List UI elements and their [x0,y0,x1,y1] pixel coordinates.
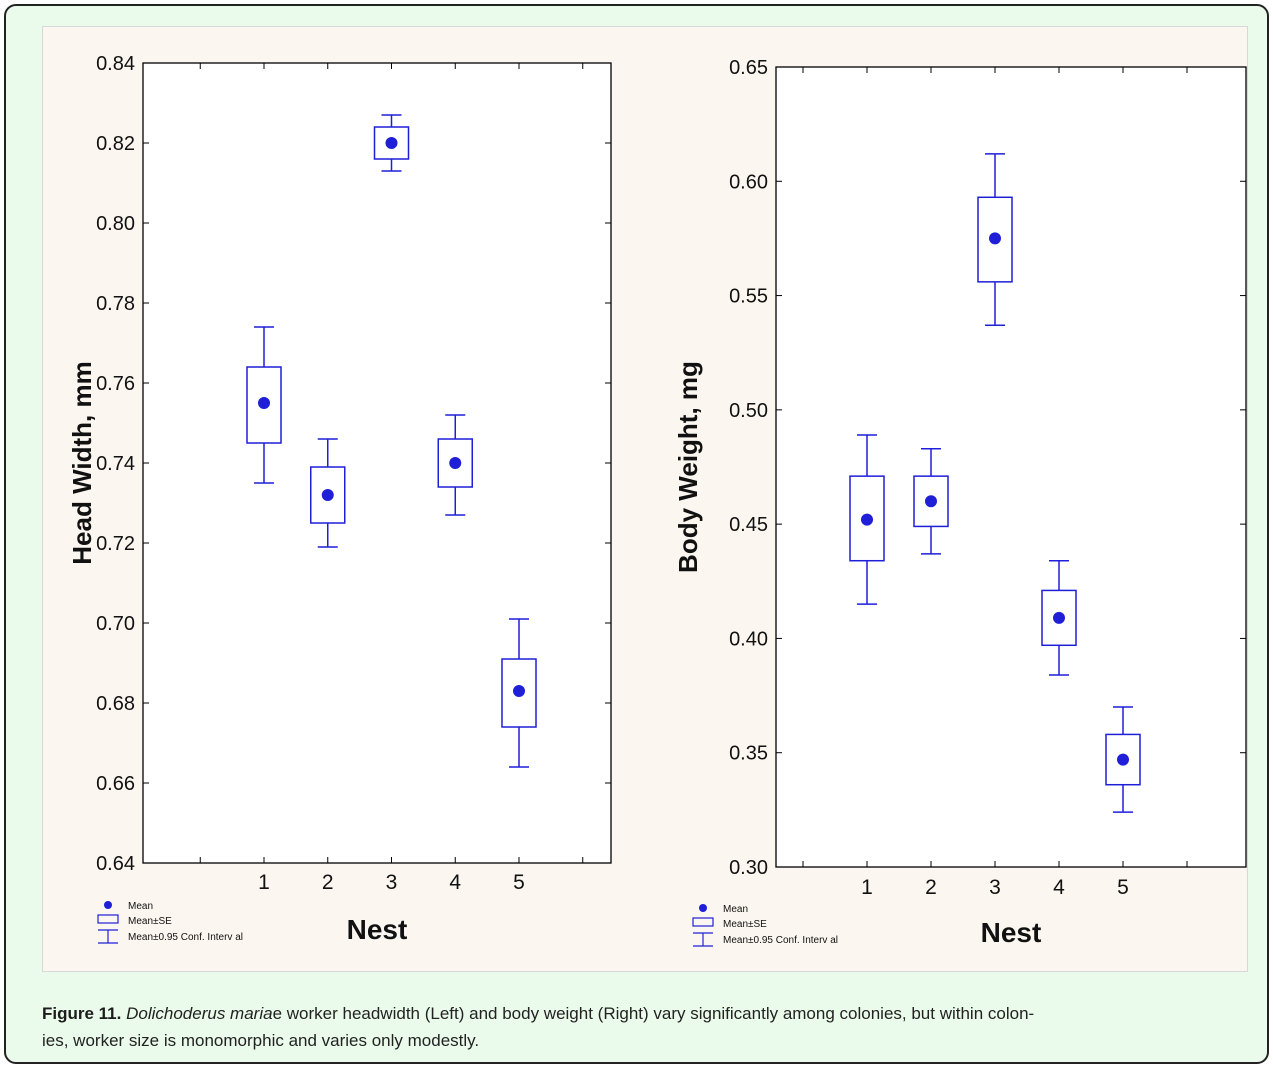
y-tick-label: 0.74 [96,453,135,475]
legend-se-symbol [692,917,714,927]
se-box [913,475,949,528]
y-tick-label: 0.45 [729,514,768,536]
x-tick-label: 1 [258,871,270,894]
se-box [246,366,282,444]
species-name: Dolichoderus mariae [126,1004,282,1023]
se-box [1105,733,1141,786]
mean-point [321,489,334,501]
y-tick-label: 0.35 [729,743,768,765]
figure-caption: Figure 11. Dolichoderus mariae worker he… [42,1000,1242,1054]
mean-point [1053,611,1065,624]
legend-se-symbol [97,914,119,924]
y-axis-label: Head Width, mm [67,361,97,564]
x-axis-label: Nest [347,914,408,945]
se-box [501,658,537,728]
mean-point [385,137,398,149]
y-tick-label: 0.72 [96,533,135,555]
y-tick-label: 0.78 [96,293,135,315]
x-tick-label: 5 [513,871,525,894]
mean-point [989,232,1001,245]
y-tick-label: 0.64 [96,853,135,875]
se-box [310,466,346,524]
y-tick-label: 0.84 [96,53,135,75]
y-tick-label: 0.30 [729,857,768,879]
y-tick-label: 0.68 [96,693,135,715]
x-tick-label: 1 [861,876,873,899]
x-tick-label: 2 [322,871,334,894]
x-tick-label: 4 [449,871,461,894]
se-box [1041,589,1077,647]
mean-point [258,397,270,409]
x-tick-label: 2 [925,876,937,899]
chart-panel-2: 0.30 0.35 0.40 0.45 0.50 0.55 0.60 0.65 1 2 3 4 5 Nes… [673,57,1247,948]
species-name-suffix: e [272,1004,283,1023]
se-box [373,126,410,160]
y-tick-label: 0.82 [96,133,135,155]
x-tick-label: 4 [1053,876,1065,899]
mean-point [861,513,873,526]
y-axis-label: Body Weight, mg [673,361,703,573]
legend-mean-symbol [699,904,707,912]
y-tick-label: 0.50 [729,400,768,422]
x-tick-label: 5 [1117,876,1129,899]
legend-mean-symbol [104,901,112,909]
figure-image: 0.64 0.66 0.68 0.70 0.72 0.74 0.76 0.78 0.80 0.82… [42,26,1248,972]
x-tick-label: 3 [989,876,1001,899]
legend-se-label: Mean±SE [128,916,172,927]
species-name-main: Dolichoderus maria [126,1004,273,1023]
y-tick-label: 0.70 [96,613,135,635]
se-box [849,475,885,562]
x-tick-label: 3 [386,871,398,894]
y-tick-label: 0.60 [729,171,768,193]
legend-ci-label: Mean±0.95 Conf. Interv al [723,935,838,946]
y-tick-label: 0.65 [729,57,768,79]
plot-area [142,62,612,864]
plot-area [775,66,1247,868]
se-box [977,196,1013,283]
legend-mean-label: Mean [723,904,748,915]
legend-mean-label: Mean [128,901,153,912]
mean-point [513,685,525,697]
y-tick-label: 0.55 [729,286,768,308]
y-tick-label: 0.66 [96,773,135,795]
legend-se-label: Mean±SE [723,919,767,930]
chart-panel-1: 0.64 0.66 0.68 0.70 0.72 0.74 0.76 0.78 0.80 0.82… [67,53,612,945]
mean-point [449,457,462,469]
mean-point [925,495,937,508]
y-tick-label: 0.76 [96,373,135,395]
mean-point [1117,753,1129,766]
legend-ci-label: Mean±0.95 Conf. Interv al [128,932,243,943]
caption-text-line2: ies, worker size is monomorphic and vari… [42,1031,480,1050]
box-plot-figure: 0.64 0.66 0.68 0.70 0.72 0.74 0.76 0.78 0.80 0.82… [67,53,1247,948]
se-box [437,438,473,488]
y-tick-label: 0.40 [729,628,768,650]
y-tick-label: 0.80 [96,213,135,235]
x-axis-label: Nest [981,917,1042,948]
caption-text-line1: worker headwidth (Left) and body weight … [282,1004,1035,1023]
figure-label: Figure 11. [42,1004,122,1023]
